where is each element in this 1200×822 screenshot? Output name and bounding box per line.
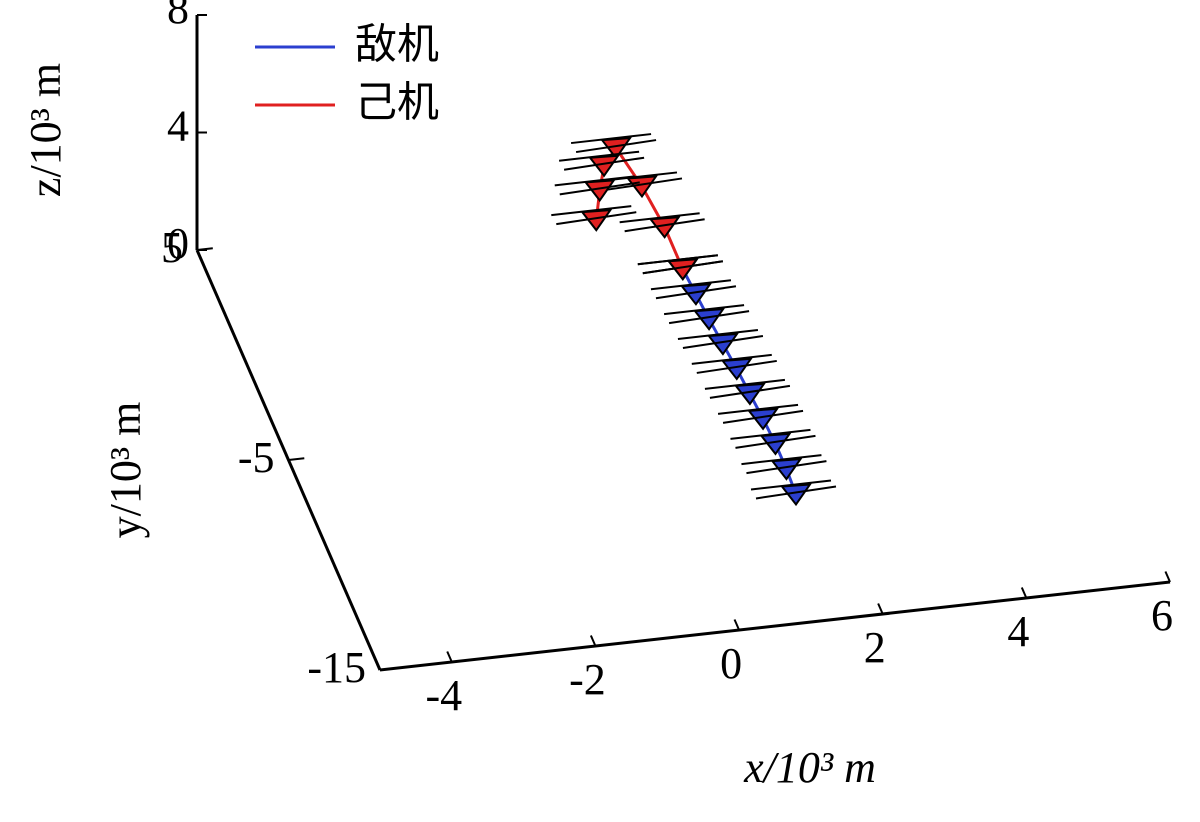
x-tick (1164, 571, 1171, 583)
x-axis-label: x/10³ m (743, 743, 876, 792)
z-axis-label: z/10³ m (21, 63, 70, 197)
aircraft-marker (558, 150, 645, 178)
x-tick-label: 4 (1007, 607, 1029, 656)
x-tick-label: 2 (864, 623, 886, 672)
y-tick-label: -5 (238, 433, 275, 482)
legend-label: 敌机 (355, 20, 439, 69)
x-tick (733, 619, 741, 631)
y-tick (379, 667, 396, 671)
aircraft-marker (663, 304, 750, 331)
aircraft-marker (691, 353, 777, 381)
x-tick-label: 6 (1151, 591, 1173, 640)
x-tick (446, 651, 453, 663)
y-tick (288, 457, 305, 461)
aircraft-marker (619, 212, 705, 239)
aircraft-marker (750, 479, 837, 507)
aircraft-marker (741, 454, 827, 481)
y-tick-label: -15 (307, 643, 366, 692)
aircraft-marker (554, 175, 640, 203)
trajectory (681, 268, 798, 495)
aircraft-marker (650, 279, 737, 306)
aircraft-marker (677, 329, 764, 356)
legend-label: 己机 (355, 78, 439, 127)
z-tick-label: 8 (167, 0, 189, 33)
x-tick (877, 603, 884, 615)
y-axis-label: y/10³ m (101, 402, 150, 539)
aircraft-marker (730, 428, 816, 456)
y-tick-label: 5 (161, 223, 183, 272)
aircraft-marker (551, 205, 637, 232)
z-tick-label: 0 (167, 219, 189, 268)
x-axis (379, 580, 1171, 672)
aircraft-marker (704, 378, 791, 406)
x-tick (1020, 587, 1028, 599)
aircraft-marker (637, 254, 723, 281)
x-tick-label: -4 (425, 671, 462, 720)
z-tick-label: 4 (167, 102, 189, 151)
x-tick-label: 0 (720, 639, 742, 688)
aircraft-marker (717, 403, 804, 431)
x-tick (589, 635, 597, 647)
x-tick-label: -2 (569, 655, 606, 704)
aircraft-marker (570, 133, 657, 160)
